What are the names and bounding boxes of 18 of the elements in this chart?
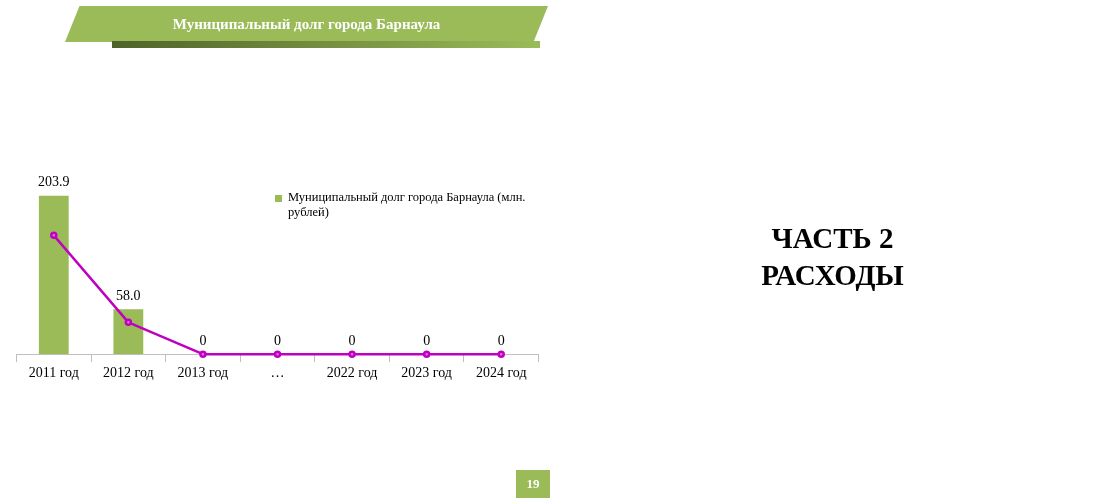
data-label: 0 (274, 332, 281, 348)
legend-label: Муниципальный долг города Барнаула (млн. рублей) (288, 190, 527, 220)
x-tick-label: … (270, 365, 285, 381)
x-tick-label: 2011 год (28, 365, 79, 381)
x-tick-label: 2022 год (326, 365, 378, 381)
text: РАСХОДЫ (760, 258, 905, 293)
data-label: 0 (348, 332, 356, 348)
text: ЧАСТЬ 2 (770, 221, 895, 256)
data-label: 203.9 (38, 174, 70, 190)
x-tick-label: 2012 год (103, 365, 154, 381)
data-label: 58.0 (116, 287, 141, 303)
data-label: 0 (497, 332, 505, 348)
x-tick-label: 2023 год (401, 365, 452, 381)
text: 19 (516, 470, 550, 498)
x-tick-label: 2024 год (475, 365, 527, 381)
x-tick-label: 2013 год (177, 365, 229, 381)
data-label: 0 (423, 332, 431, 348)
data-label: 0 (199, 332, 207, 348)
